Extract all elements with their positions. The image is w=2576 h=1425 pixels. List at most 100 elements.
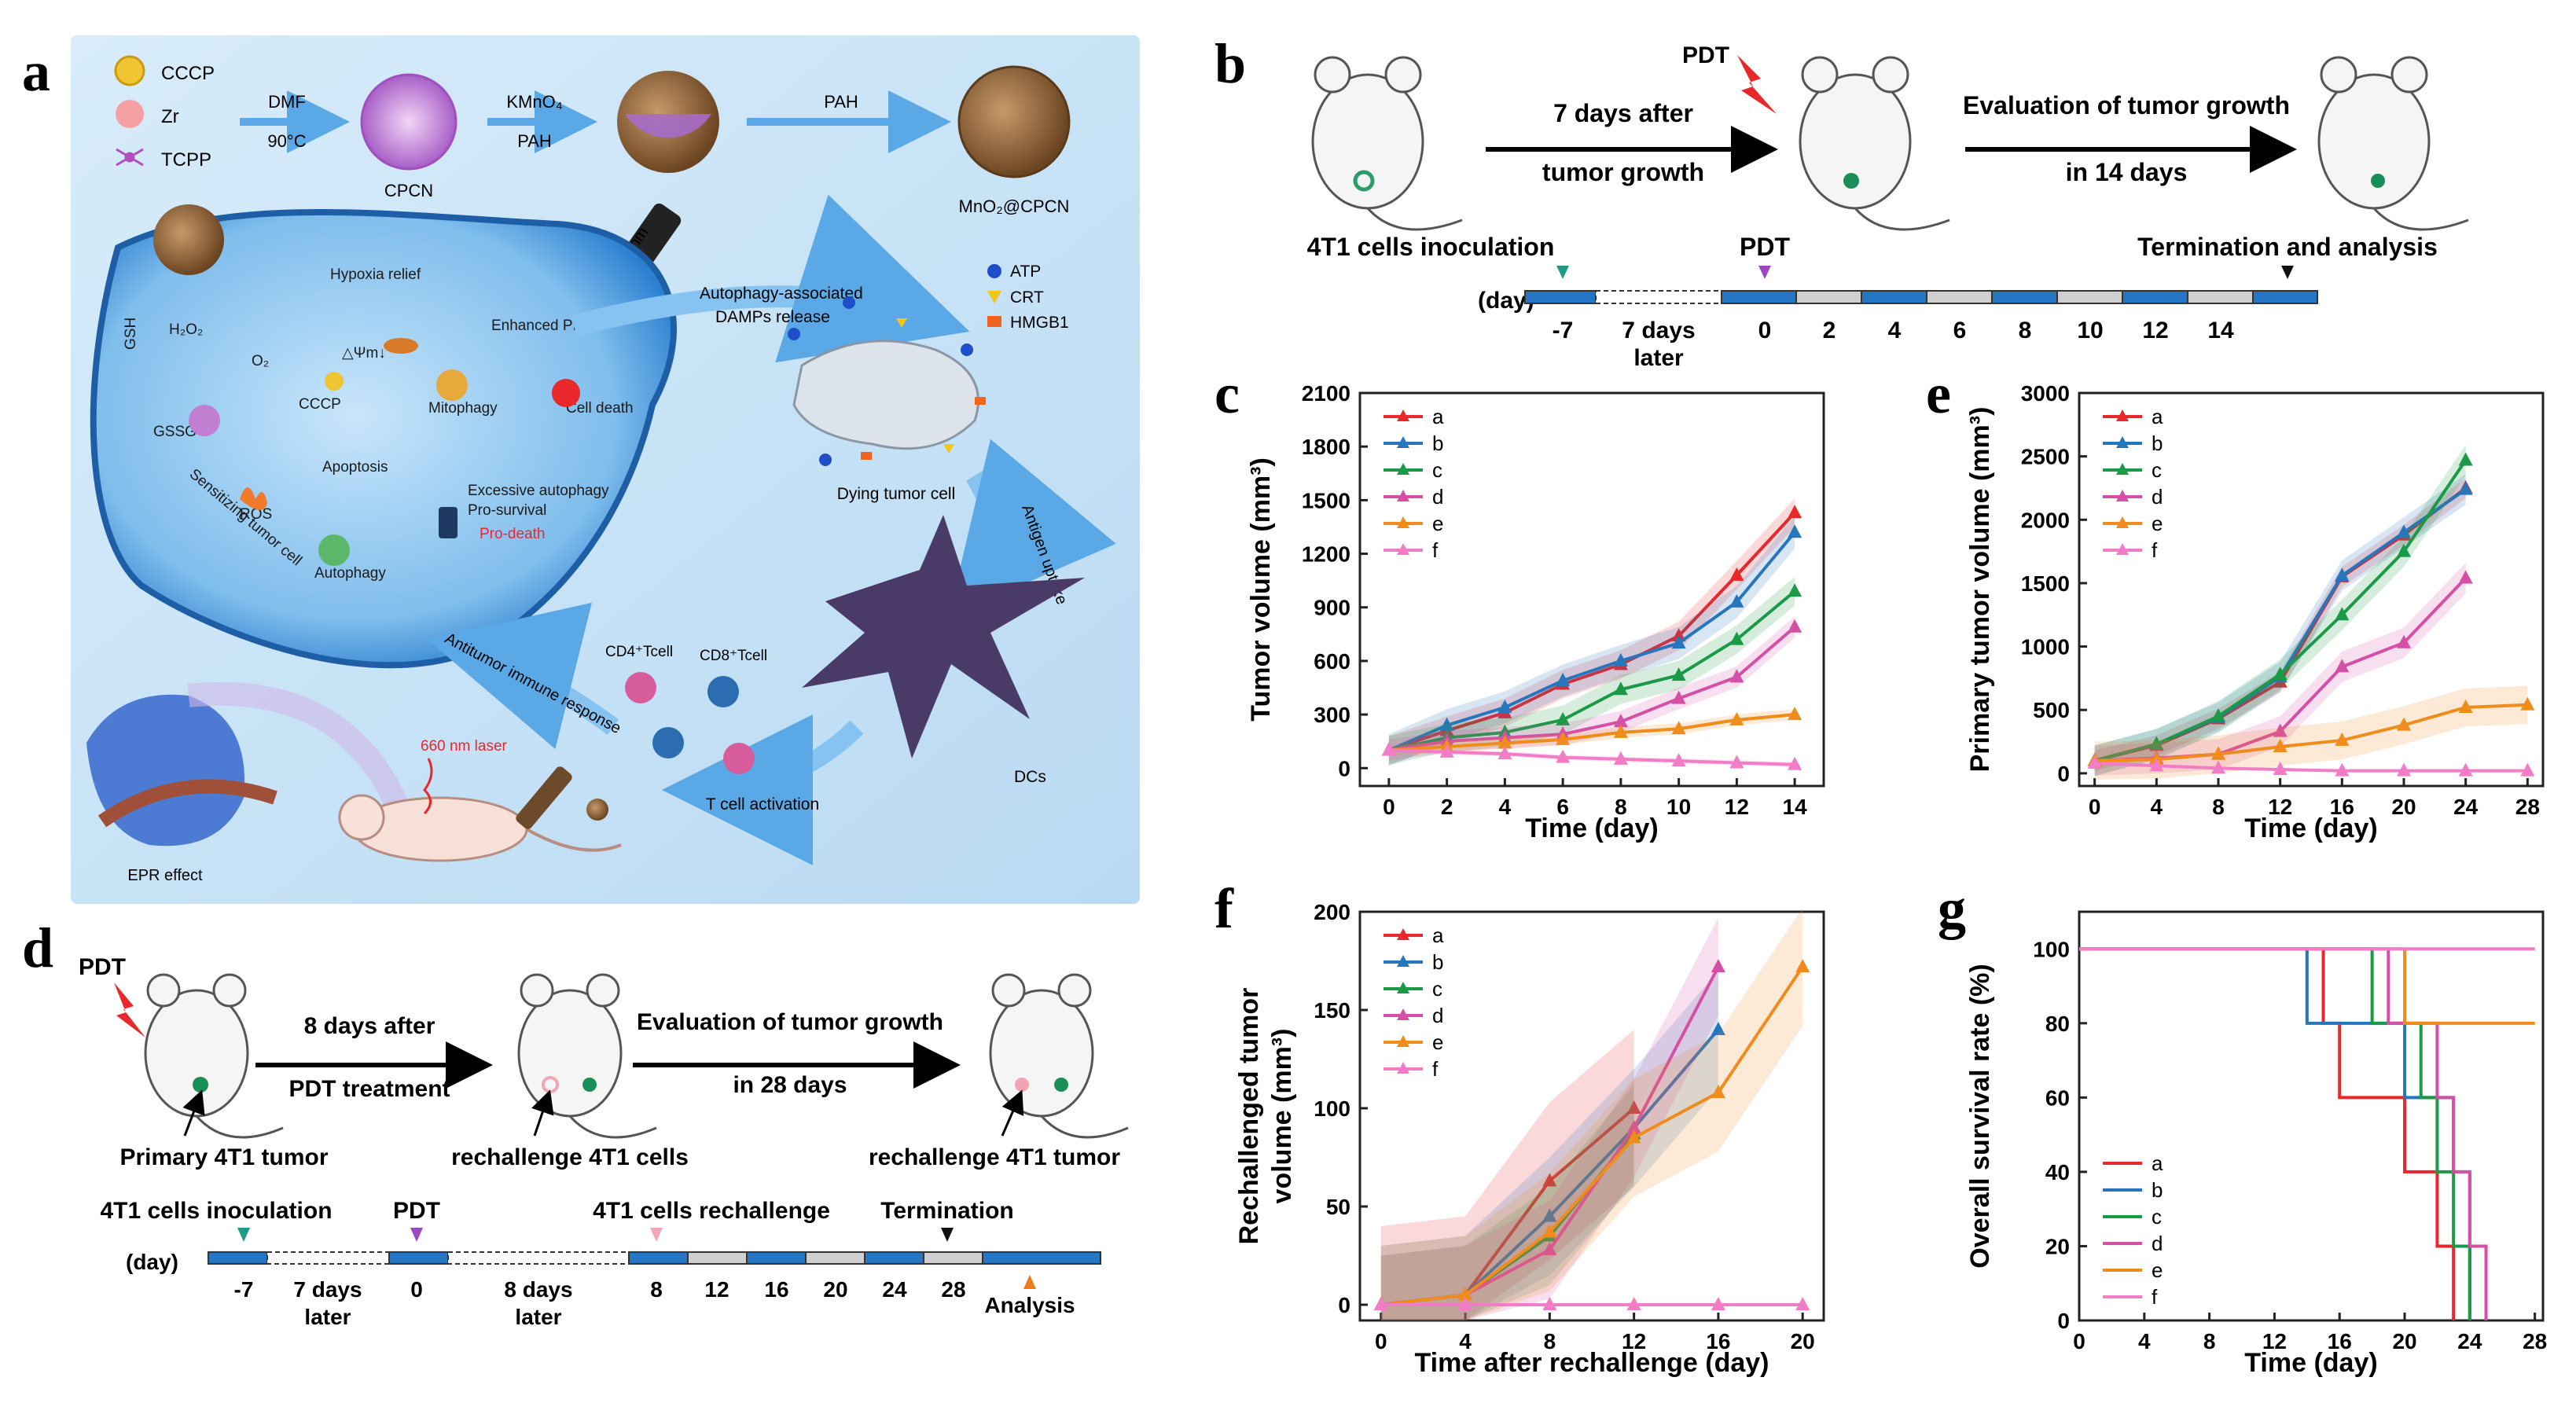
data-point-e (1542, 1224, 1557, 1238)
panel-b-timeline: 7 days after tumor growth PDT Evaluation… (1307, 42, 2469, 371)
cpcn-label: CPCN (384, 181, 433, 200)
legend-label-d: d (1432, 1004, 1443, 1027)
d-gap1-line1: 7 days (293, 1277, 362, 1302)
data-point-f (1439, 744, 1454, 758)
b-termination: Termination and analysis (2137, 233, 2438, 261)
x-tick-label: 24 (2453, 795, 2479, 819)
legend-marker-e (1397, 516, 1409, 528)
b-marker-inoculation (1556, 266, 1569, 279)
damp-legend-atp: ATP (1010, 263, 1041, 281)
data-point-e (1729, 711, 1744, 725)
b-pdt-label: PDT (1682, 42, 1729, 68)
antigen-uptake-arrow (948, 439, 1116, 617)
label-apoptosis: Apoptosis (322, 459, 388, 476)
d-arrow1-bottom: PDT treatment (288, 1076, 450, 1102)
data-point-c (1671, 667, 1686, 681)
y-tick-label: 100 (1314, 1096, 1350, 1121)
y-tick-label: 1000 (2021, 635, 2070, 659)
tcell-activation-label: T cell activation (706, 795, 819, 813)
b-timeline-bar (1524, 290, 2318, 304)
data-point-b (1671, 635, 1686, 649)
series-e (1373, 908, 1810, 1320)
legend-label-f: f (2152, 538, 2158, 562)
legend-marker-a (2116, 410, 2129, 421)
laser-bolt-icon (1737, 55, 1777, 114)
data-point-c (2335, 607, 2350, 621)
d-tick-20: 20 (823, 1277, 847, 1302)
legend-label-f: f (1432, 1057, 1439, 1081)
y-tick-label: 20 (2045, 1234, 2070, 1258)
legend-label-e: e (2152, 1258, 2163, 1282)
legend-label-b: b (2152, 1178, 2163, 1202)
x-axis-label: Time (day) (2244, 813, 2377, 843)
laser-line (423, 758, 433, 815)
d-timeline-bar (208, 1251, 1101, 1265)
syringe-icon (516, 766, 572, 829)
x-tick-label: 2 (1441, 795, 1453, 819)
error-band-a (2094, 478, 2466, 771)
series-line-e (1388, 713, 1795, 752)
b-tick--7: -7 (1553, 318, 1574, 343)
zoom-connector (187, 681, 412, 818)
d-tumor-2 (582, 1078, 597, 1092)
d-arrow2-bottom: in 28 days (733, 1072, 847, 1098)
tcell-activation-arrow (662, 714, 864, 865)
b-tick-6: 6 (1953, 318, 1967, 343)
dying-cell-label: Dying tumor cell (837, 485, 956, 503)
d-marker-inoculation (237, 1228, 250, 1242)
y-axis-label: Primary tumor volume (mm³) (1965, 407, 1995, 773)
legend-marker-a (1397, 410, 1409, 421)
atp-icon (987, 264, 1001, 278)
d-tick-28: 28 (941, 1277, 965, 1302)
cccp-icon (114, 55, 145, 86)
x-tick-label: 4 (2151, 795, 2163, 819)
label-cell-death: Cell death (566, 400, 634, 417)
cd4-label: CD4⁺Tcell (605, 644, 673, 660)
d-gap1-line2: later (304, 1305, 351, 1329)
ros-flame-icon (240, 487, 267, 510)
x-tick-label: 4 (2138, 1329, 2151, 1353)
panel-letter-a: a (22, 40, 50, 103)
x-tick-label: 24 (2457, 1329, 2482, 1353)
x-tick-label: 16 (2328, 1329, 2352, 1353)
data-point-b (1613, 652, 1628, 667)
b-gap-line1: 7 days (1622, 318, 1695, 343)
series-f (1373, 1297, 1810, 1310)
data-point-d (1788, 619, 1802, 633)
b-arrow1-top: 7 days after (1553, 99, 1693, 127)
legend-label-b: b (1432, 950, 1443, 974)
data-point-f (1497, 746, 1512, 760)
y-tick-label: 600 (1314, 649, 1350, 674)
data-point-e (2397, 717, 2411, 731)
x-tick-label: 0 (2089, 795, 2101, 819)
x-tick-label: 10 (1666, 795, 1691, 819)
d-primary-label: Primary 4T1 tumor (119, 1144, 328, 1170)
data-point-e (1458, 1287, 1473, 1301)
tumor-site-b2 (1843, 173, 1859, 189)
data-point-e (1556, 731, 1571, 745)
data-point-f (1671, 753, 1686, 767)
b-arrow1-bottom: tumor growth (1542, 158, 1704, 186)
data-point-f (2520, 762, 2535, 777)
y-axis-label: Overall survival rate (%) (1965, 964, 1995, 1268)
product-label: MnO₂@CPCN (959, 196, 1070, 216)
legend-marker-b (2116, 436, 2129, 448)
data-point-a (1671, 628, 1686, 642)
label-pro-survival: Pro-survival (468, 502, 546, 519)
legend-label-d: d (2152, 1232, 2163, 1255)
data-point-a (1542, 1173, 1557, 1187)
x-tick-label: 14 (1783, 795, 1808, 819)
data-point-d (1542, 1242, 1557, 1255)
mouse-d2 (517, 973, 657, 1139)
laser2-label: 660 nm laser (421, 738, 508, 755)
plot-frame (1358, 910, 1825, 1322)
x-tick-label: 0 (2073, 1329, 2085, 1353)
panel-letter-b: b (1215, 32, 1247, 95)
tcpp-icon (116, 148, 144, 167)
y-tick-label: 200 (1314, 900, 1350, 924)
damp-arrow (571, 194, 970, 363)
data-point-d (2335, 659, 2350, 673)
nanoparticle-near-cell (153, 204, 224, 275)
x-tick-label: 20 (2392, 1329, 2416, 1353)
